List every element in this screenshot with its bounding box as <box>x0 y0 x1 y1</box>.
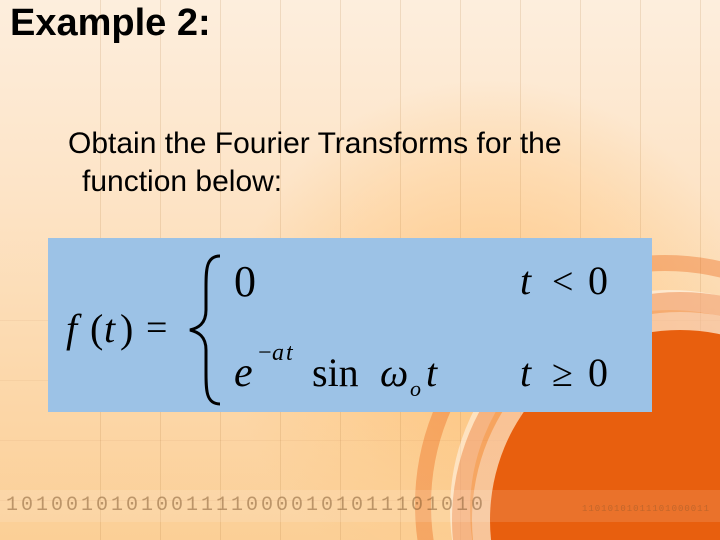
formula-svg: f ( t ) = 0 t < 0 e − a t sin ω o t t ≥ <box>48 238 652 412</box>
formula-box: f ( t ) = 0 t < 0 e − a t sin ω o t t ≥ <box>48 238 652 412</box>
formula-case1-cond-rhs: 0 <box>588 258 608 303</box>
formula-case2-exp-t: t <box>286 340 294 366</box>
formula-paren: ) <box>120 306 133 351</box>
formula-fn-name: f <box>66 306 82 351</box>
formula-paren: ( <box>90 306 103 351</box>
formula-case2-cond-rhs: 0 <box>588 350 608 395</box>
formula-case2-sub-o: o <box>410 376 421 401</box>
formula-case2-cond-op: ≥ <box>552 353 573 395</box>
formula-case2-sin: sin <box>312 350 359 395</box>
formula-case2-cond-lhs: t <box>520 350 532 395</box>
formula-case1-cond-lhs: t <box>520 258 532 303</box>
formula-case2-tail-t: t <box>426 350 438 395</box>
formula-case1-cond-op: < <box>552 261 573 303</box>
body-line2: function below: <box>68 163 658 201</box>
formula-case1-value: 0 <box>234 257 256 306</box>
formula-case2-exp-minus: − <box>258 340 272 366</box>
formula-brace <box>190 256 220 404</box>
body-line1: Obtain the Fourier Transforms for the <box>68 127 562 160</box>
formula-case2-exp-a: a <box>272 340 284 366</box>
decor-binary-small: 11010101011101000011 <box>582 504 710 514</box>
formula-var: t <box>104 306 116 351</box>
formula-case2-e: e <box>234 350 253 396</box>
formula-equals: = <box>146 307 167 349</box>
slide: 10100101010011110000101011101010 1101010… <box>0 0 720 540</box>
formula-case2-omega: ω <box>380 350 408 395</box>
slide-body: Obtain the Fourier Transforms for the fu… <box>68 125 658 200</box>
slide-title: Example 2: <box>10 2 211 45</box>
